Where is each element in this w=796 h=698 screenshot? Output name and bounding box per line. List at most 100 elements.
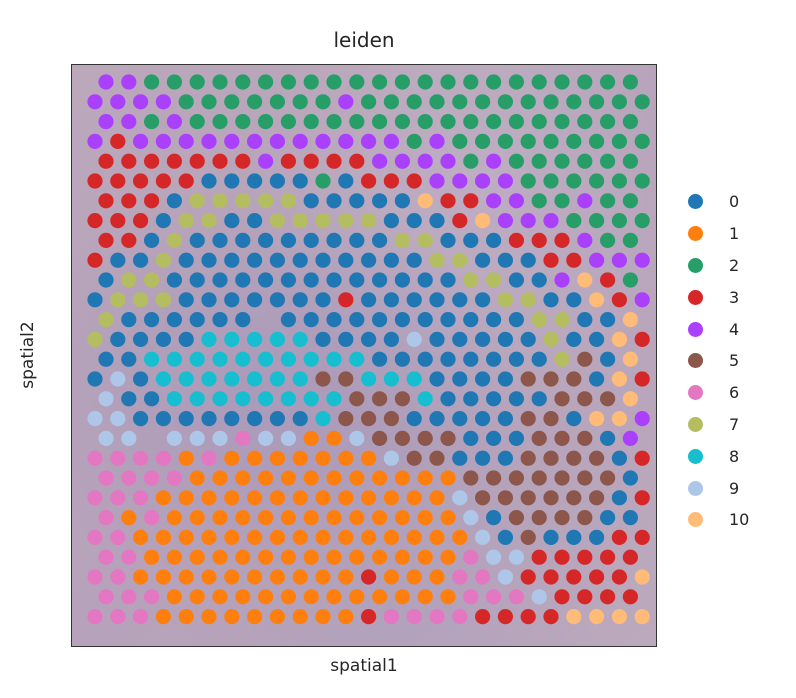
spot-cluster-5 — [543, 490, 559, 506]
spot-cluster-2 — [144, 114, 160, 130]
spot-cluster-3 — [600, 549, 616, 565]
spot-cluster-0 — [212, 272, 228, 288]
spot-cluster-6 — [144, 470, 160, 486]
spot-cluster-4 — [554, 272, 570, 288]
spot-cluster-2 — [589, 133, 605, 149]
spot-cluster-9 — [189, 430, 205, 446]
spot-cluster-5 — [566, 490, 582, 506]
spot-cluster-4 — [543, 213, 559, 229]
spot-cluster-7 — [110, 292, 126, 308]
spot-cluster-0 — [372, 193, 388, 209]
spot-cluster-6 — [121, 589, 137, 605]
spot-cluster-1 — [361, 529, 377, 545]
spot-cluster-3 — [361, 173, 377, 189]
spot-cluster-2 — [269, 94, 285, 110]
spot-cluster-0 — [361, 331, 377, 347]
spot-cluster-5 — [543, 450, 559, 466]
spot-cluster-6 — [383, 609, 399, 625]
spot-cluster-1 — [338, 609, 354, 625]
spot-cluster-2 — [212, 114, 228, 130]
spot-cluster-0 — [406, 213, 422, 229]
spot-cluster-0 — [463, 312, 479, 328]
spot-cluster-0 — [475, 411, 491, 427]
spot-cluster-2 — [452, 133, 468, 149]
spot-cluster-4 — [166, 114, 182, 130]
spot-cluster-2 — [497, 94, 513, 110]
spot-cluster-5 — [315, 371, 331, 387]
spot-cluster-2 — [475, 94, 491, 110]
spot-cluster-8 — [361, 371, 377, 387]
spot-cluster-1 — [269, 490, 285, 506]
spot-cluster-5 — [349, 391, 365, 407]
spot-cluster-5 — [520, 529, 536, 545]
spot-cluster-1 — [247, 529, 263, 545]
spot-cluster-0 — [133, 371, 149, 387]
spot-cluster-0 — [394, 351, 410, 367]
spot-cluster-1 — [235, 589, 251, 605]
spot-cluster-3 — [463, 193, 479, 209]
spot-cluster-2 — [303, 74, 319, 90]
spot-cluster-3 — [361, 609, 377, 625]
spot-cluster-0 — [475, 371, 491, 387]
spot-cluster-0 — [600, 312, 616, 328]
spot-cluster-10 — [611, 411, 628, 427]
spot-cluster-3 — [326, 153, 342, 169]
spot-cluster-8 — [292, 331, 308, 347]
spot-cluster-0 — [622, 470, 639, 486]
spot-cluster-3 — [121, 232, 137, 248]
spot-cluster-10 — [577, 272, 593, 288]
spot-cluster-7 — [166, 232, 182, 248]
spot-cluster-3 — [543, 609, 559, 625]
spot-cluster-2 — [497, 133, 513, 149]
spot-cluster-1 — [178, 450, 194, 466]
spot-cluster-1 — [133, 569, 149, 585]
spot-cluster-1 — [280, 589, 296, 605]
spot-cluster-0 — [486, 430, 502, 446]
spot-cluster-5 — [589, 450, 605, 466]
spot-cluster-7 — [155, 292, 171, 308]
spot-cluster-2 — [611, 173, 628, 189]
spot-cluster-0 — [224, 292, 240, 308]
spot-cluster-6 — [486, 589, 502, 605]
spot-cluster-1 — [440, 470, 456, 486]
spot-cluster-4 — [486, 153, 502, 169]
spot-cluster-0 — [326, 193, 342, 209]
spot-cluster-4 — [155, 133, 171, 149]
spot-cluster-4 — [201, 133, 217, 149]
spot-cluster-1 — [383, 529, 399, 545]
spot-cluster-5 — [475, 490, 491, 506]
spot-cluster-6 — [133, 450, 149, 466]
spot-cluster-7 — [269, 213, 285, 229]
spot-cluster-0 — [508, 351, 524, 367]
spot-cluster-3 — [383, 173, 399, 189]
spot-cluster-3 — [110, 133, 126, 149]
spot-cluster-0 — [338, 252, 354, 268]
spot-cluster-0 — [508, 391, 524, 407]
spot-cluster-2 — [566, 213, 582, 229]
spot-cluster-3 — [166, 153, 182, 169]
spot-cluster-5 — [406, 450, 422, 466]
legend-label: 9 — [729, 478, 740, 498]
spot-cluster-10 — [589, 411, 605, 427]
spot-cluster-0 — [166, 312, 182, 328]
spot-cluster-2 — [349, 74, 365, 90]
legend-item-7: 7 — [688, 409, 749, 441]
spot-cluster-10 — [589, 609, 605, 625]
spot-cluster-0 — [280, 272, 296, 288]
spot-cluster-7 — [338, 213, 354, 229]
spot-cluster-2 — [589, 213, 605, 229]
spot-cluster-10 — [475, 213, 491, 229]
spot-cluster-7 — [394, 232, 410, 248]
spot-cluster-8 — [212, 351, 228, 367]
spot-cluster-1 — [372, 510, 388, 526]
spot-cluster-3 — [280, 153, 296, 169]
spot-cluster-2 — [440, 114, 456, 130]
spot-cluster-0 — [463, 430, 479, 446]
spot-cluster-5 — [577, 391, 593, 407]
spot-cluster-3 — [577, 549, 593, 565]
spot-cluster-0 — [224, 411, 240, 427]
spot-cluster-2 — [622, 272, 639, 288]
spot-cluster-3 — [543, 569, 559, 585]
y-axis-label: spatial2 — [18, 321, 38, 389]
spot-cluster-5 — [497, 490, 513, 506]
